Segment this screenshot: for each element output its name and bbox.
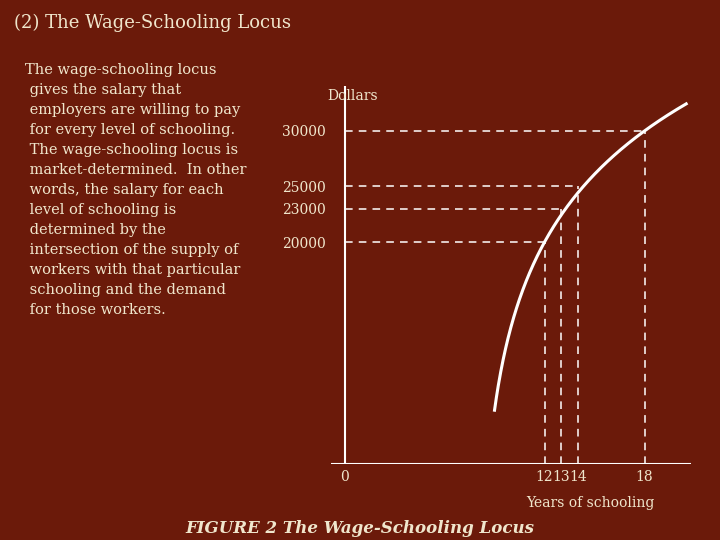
Text: (2) The Wage-Schooling Locus: (2) The Wage-Schooling Locus bbox=[14, 14, 292, 32]
Text: The wage-schooling locus
 gives the salary that
 employers are willing to pay
 f: The wage-schooling locus gives the salar… bbox=[25, 63, 247, 318]
Text: Dollars: Dollars bbox=[328, 89, 378, 103]
Text: Years of schooling: Years of schooling bbox=[526, 496, 654, 510]
Text: FIGURE 2 The Wage-Schooling Locus: FIGURE 2 The Wage-Schooling Locus bbox=[186, 521, 534, 537]
